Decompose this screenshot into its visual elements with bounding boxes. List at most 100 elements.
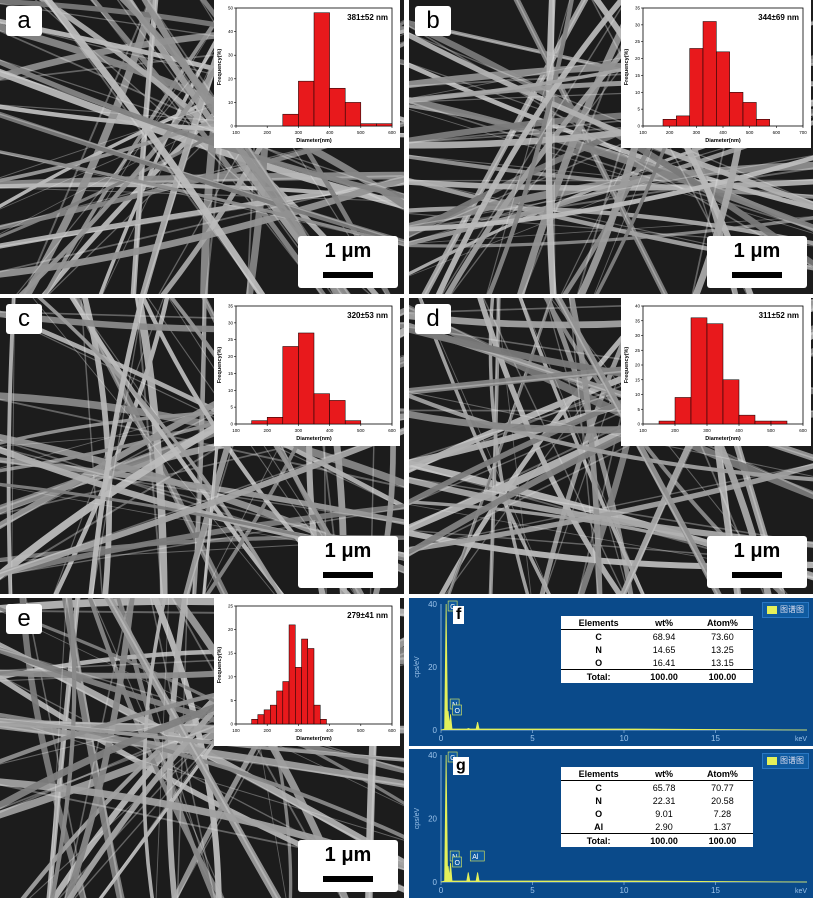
table-cell: 22.31 — [652, 795, 676, 806]
y-tick-label: 0 — [637, 124, 640, 129]
scale-bar: 1 μm — [298, 840, 398, 892]
peak-label: O — [455, 860, 461, 867]
x-axis-label: Diameter(nm) — [296, 436, 332, 442]
scale-bar: 1 μm — [707, 236, 807, 288]
histogram-bar — [702, 21, 717, 127]
x-tick-label: 500 — [357, 728, 365, 733]
table-cell: 7.28 — [713, 808, 732, 819]
peak-label-box — [469, 850, 485, 862]
legend-label: 图谱图 — [780, 605, 804, 614]
composition-table: Elements wt% Atom% C 65.78 70.77 N 22.31 20.… — [561, 767, 753, 847]
histogram-bar — [298, 332, 315, 425]
fibre-highlight — [409, 463, 813, 550]
x-tick-label: 300 — [693, 130, 701, 135]
x-tick-label: 600 — [799, 428, 807, 433]
x-tick-label: 400 — [735, 428, 743, 433]
table-total-row: Total: 100.00 100.00 — [561, 833, 753, 847]
x-tick-label: 5 — [530, 734, 535, 743]
scale-bar-label: 1 μm — [324, 540, 372, 562]
histogram-bar — [674, 397, 692, 425]
y-tick-label: 20 — [428, 663, 437, 672]
y-tick-label: 25 — [228, 604, 234, 609]
x-tick-label: 200 — [671, 428, 679, 433]
fibre — [409, 62, 813, 211]
y-tick-label: 5 — [637, 107, 640, 112]
histogram-bar — [266, 417, 284, 425]
x-tick-label: 400 — [326, 428, 334, 433]
scale-bar-line — [732, 572, 782, 578]
histogram-bar — [298, 80, 315, 127]
y-tick-label: 15 — [228, 651, 234, 656]
table-row: C 68.94 73.60 — [561, 630, 753, 644]
table-cell: O — [595, 808, 603, 819]
scale-bar-line — [323, 272, 373, 278]
y-axis-label: Frequency(%) — [624, 347, 630, 384]
panel-label: d — [415, 304, 451, 334]
y-tick-label: 30 — [228, 53, 234, 58]
histogram-inset: 100 200 300 400 500 600 0 10 20 30 40 50 Diameter(nm… — [214, 0, 400, 148]
histogram-inset: 100 200 300 400 500 600 0 5 10 15 20 25 30 35 Diameter… — [214, 298, 400, 446]
histogram-bar — [295, 667, 302, 725]
histogram-bar — [282, 113, 299, 127]
y-tick-label: 30 — [635, 22, 641, 27]
fibre — [62, 598, 125, 898]
fibre — [43, 0, 233, 294]
x-tick-label: 10 — [620, 734, 629, 743]
x-axis-label: Diameter(nm) — [705, 138, 741, 144]
x-tick-label: 400 — [719, 130, 727, 135]
fibre-highlight — [409, 154, 813, 227]
header-cell: Atom% — [691, 616, 753, 630]
x-tick-label: 100 — [639, 428, 647, 433]
legend-label: 图谱图 — [780, 756, 804, 765]
y-tick-label: 5 — [230, 405, 233, 410]
fibre — [0, 59, 404, 199]
x-tick-label: 500 — [357, 428, 365, 433]
y-tick-label: 25 — [635, 348, 641, 353]
spectrum-trace — [440, 754, 808, 883]
histogram-bar — [313, 12, 330, 127]
y-tick-label: 10 — [228, 100, 234, 105]
sem-panel-b: b 100 200 300 400 500 600 700 0 5 10 15 20 25 30 35 Dia… — [409, 0, 813, 294]
x-axis-label: Diameter(nm) — [296, 138, 332, 144]
y-tick-label: 15 — [635, 377, 641, 382]
y-tick-label: 40 — [228, 29, 234, 34]
y-tick-label: 40 — [428, 751, 437, 760]
table-header-row: Elements wt% Atom% — [561, 616, 753, 630]
fibre-highlight — [409, 391, 813, 477]
fibre-highlight — [441, 0, 627, 294]
fibre-highlight — [0, 717, 404, 841]
x-tick-label: 600 — [388, 728, 396, 733]
x-tick-label: 600 — [388, 428, 396, 433]
histogram-bar — [319, 719, 327, 725]
histogram-bar — [276, 690, 284, 725]
x-tick-label: 700 — [799, 130, 807, 135]
histogram-bar — [344, 102, 362, 127]
fibre — [46, 598, 81, 898]
y-axis-label: Frequency(%) — [217, 347, 223, 384]
y-tick-label: 20 — [635, 56, 641, 61]
diameter-stat: 344±69 nm — [758, 13, 799, 22]
sem-panel-a: a 100 200 300 400 500 600 0 10 20 30 40 50 Diameter(… — [0, 0, 404, 294]
table-header-row: Elements wt% Atom% — [561, 767, 753, 781]
sem-panel-d: d 100 200 300 400 500 600 0 5 10 15 20 25 30 35 40 Diam… — [409, 298, 813, 594]
peak-label: Al — [472, 854, 479, 861]
histogram-bar — [329, 87, 346, 127]
table-cell: 14.65 — [652, 644, 676, 655]
y-tick-label: 10 — [228, 674, 234, 679]
histogram-bar — [729, 92, 744, 127]
fibre — [0, 111, 404, 246]
y-tick-label: 10 — [228, 388, 234, 393]
fibre — [82, 298, 113, 594]
fibre — [409, 216, 813, 248]
fibre-highlight — [0, 718, 404, 760]
histogram-bar — [313, 704, 321, 725]
scale-bar-line — [732, 272, 782, 278]
table-cell: 100.00 — [636, 669, 692, 683]
x-tick-label: 500 — [767, 428, 775, 433]
diameter-stat: 320±53 nm — [347, 311, 388, 320]
fibre — [104, 598, 282, 898]
x-tick-label: 0 — [439, 886, 444, 895]
y-tick-label: 35 — [228, 304, 234, 309]
